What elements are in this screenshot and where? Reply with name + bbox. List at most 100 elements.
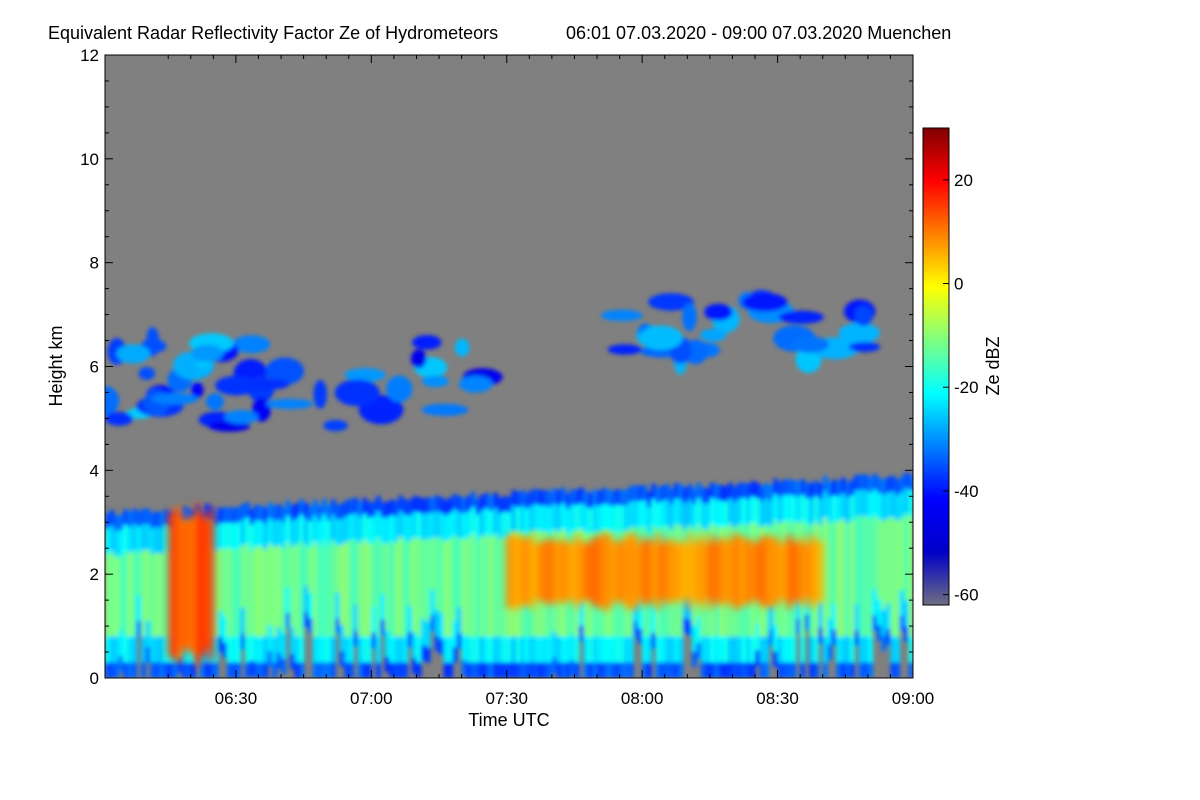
field-cell — [790, 336, 830, 353]
field-cell — [709, 535, 715, 608]
field-cell — [723, 539, 729, 605]
field-cell — [461, 539, 467, 635]
field-cell — [285, 541, 291, 587]
field-cell — [109, 551, 115, 637]
field-cell — [565, 541, 571, 602]
field-cell — [190, 382, 204, 399]
field-cell — [231, 549, 237, 637]
field-cell — [353, 539, 359, 605]
field-cell — [321, 540, 327, 637]
field-cell — [732, 533, 738, 610]
field-cell — [145, 550, 151, 621]
field-cell — [105, 554, 111, 637]
field-cell — [700, 328, 727, 342]
field-cell — [366, 543, 372, 637]
field-cell — [854, 516, 860, 605]
field-cell — [294, 544, 300, 637]
field-cell — [696, 539, 702, 604]
feature-core — [168, 503, 214, 666]
feature-upper-cloud-band — [105, 326, 503, 432]
field-cell — [105, 411, 133, 426]
field-cell — [488, 537, 494, 637]
field-cell — [326, 546, 332, 637]
field-cell — [777, 543, 783, 600]
y-tick-label: 2 — [90, 565, 99, 584]
colorbar-tick-label: -40 — [954, 482, 979, 501]
field-cell — [116, 344, 151, 364]
field-cell — [778, 310, 824, 324]
field-cell — [452, 535, 458, 622]
field-cell — [362, 539, 368, 637]
field-cell — [639, 325, 683, 350]
field-cell — [854, 305, 873, 327]
field-cell — [538, 541, 544, 602]
field-cell — [678, 540, 684, 603]
field-cell — [848, 341, 881, 353]
field-cell — [628, 534, 634, 609]
field-cell — [858, 516, 864, 637]
field-cell — [876, 519, 883, 600]
y-tick-label: 0 — [90, 669, 99, 688]
field-cell — [425, 539, 431, 622]
field-cell — [168, 512, 174, 657]
field-cell — [682, 543, 688, 600]
field-cell — [813, 540, 819, 603]
feature-upper-cloud-patches — [600, 289, 881, 375]
field-cell — [863, 515, 869, 637]
field-cell — [822, 517, 828, 637]
field-cell — [597, 536, 603, 608]
field-cell — [583, 542, 589, 601]
field-cell — [335, 545, 341, 593]
field-cell — [448, 539, 454, 637]
field-cell — [633, 533, 639, 610]
field-cell — [574, 535, 580, 609]
field-cell — [515, 535, 521, 608]
field-cell — [646, 539, 652, 605]
field-cell — [607, 344, 642, 355]
colorbar-tick-label: -20 — [954, 378, 979, 397]
field-cell — [420, 540, 427, 620]
field-cell — [357, 543, 363, 637]
field-cell — [727, 540, 734, 603]
field-cell — [831, 521, 837, 604]
field-cell — [768, 536, 774, 607]
field-cell — [272, 547, 278, 637]
field-cell — [578, 541, 585, 602]
field-cell — [246, 378, 290, 390]
field-cell — [700, 534, 706, 609]
field-cell — [199, 512, 205, 657]
field-cell — [601, 532, 607, 611]
field-cell — [606, 533, 612, 610]
field-cell — [118, 556, 124, 631]
field-cell — [547, 537, 553, 606]
field-cell — [330, 540, 336, 637]
field-cell — [398, 537, 404, 637]
field-cell — [773, 536, 779, 607]
field-cell — [615, 539, 621, 604]
field-cell — [439, 538, 445, 614]
field-cell — [542, 540, 548, 603]
field-cell — [416, 538, 422, 637]
field-cell — [642, 537, 648, 606]
field-cell — [253, 546, 260, 637]
field-cell — [154, 552, 160, 637]
y-tick-label: 12 — [80, 46, 99, 65]
field-cell — [159, 553, 165, 637]
field-cell — [393, 542, 400, 637]
field-cell — [191, 344, 224, 362]
field-cell — [836, 522, 842, 637]
field-cell — [624, 534, 630, 609]
field-cell — [215, 375, 258, 396]
field-cell — [867, 518, 873, 637]
y-axis: 0 2 4 6 8 10 12 — [80, 46, 913, 688]
field-cell — [232, 335, 271, 354]
field-cell — [344, 368, 386, 382]
field-cell — [172, 508, 178, 661]
field-cell — [682, 303, 697, 332]
field-cell — [511, 533, 517, 610]
field-cell — [560, 540, 567, 603]
field-cell — [691, 543, 697, 600]
field-cell — [795, 542, 801, 601]
field-cell — [384, 543, 390, 631]
y-axis-label: Height km — [46, 325, 66, 406]
